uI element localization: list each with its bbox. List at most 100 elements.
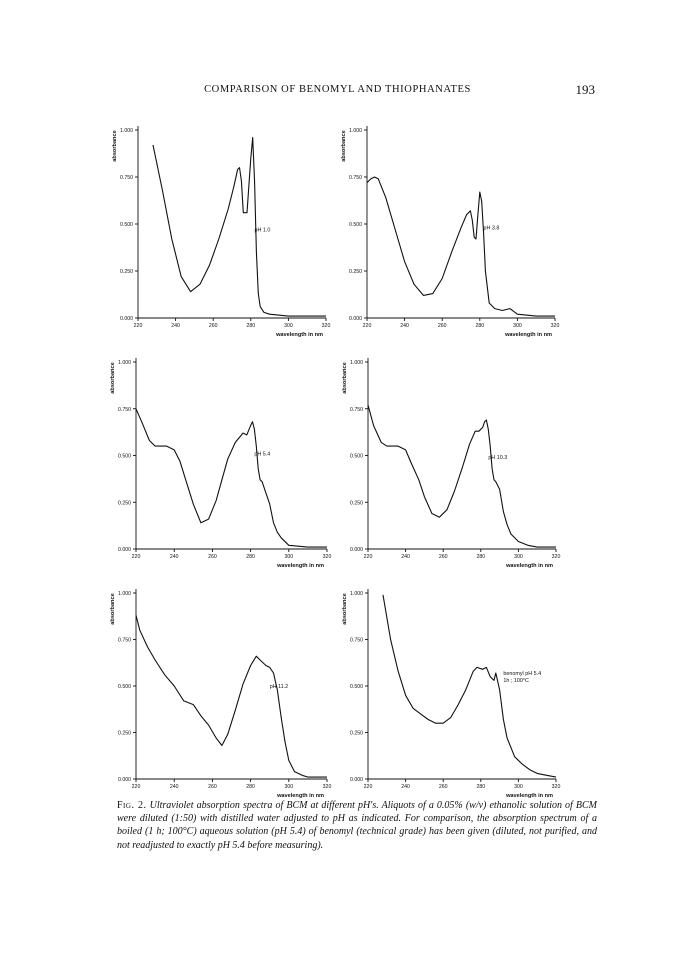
y-tick-label: 1.000 <box>120 128 133 134</box>
x-tick-label: 280 <box>476 554 485 560</box>
y-axis-title: absorbance <box>110 593 116 624</box>
x-tick-label: 240 <box>170 554 179 560</box>
spectrum-line <box>367 404 556 548</box>
curve-annotation: pH 5.4 <box>254 452 270 458</box>
x-axis-title: wavelength in nm <box>276 793 324 799</box>
y-tick-label: 0.250 <box>118 500 131 506</box>
y-tick-label: 0.500 <box>118 684 131 690</box>
chart-panel-bottom-right: 0.000 0.250 0.500 0.750 1.000 220 240 260 280 300… <box>342 589 560 799</box>
x-axis-title: wavelength in nm <box>276 563 324 569</box>
chart-panel-middle-right: 0.000 0.250 0.500 0.750 1.000 220 240 260 280 300… <box>342 358 560 569</box>
x-tick-label: 280 <box>476 784 485 790</box>
x-tick-label: 220 <box>134 323 143 329</box>
y-tick-label: 1.000 <box>350 591 363 597</box>
curve-annotation: pH 1.0 <box>255 228 271 234</box>
y-tick-label: 0.250 <box>350 731 363 737</box>
x-tick-label: 300 <box>284 323 293 329</box>
spectrum-line <box>366 176 555 317</box>
spectrum-line <box>382 594 557 778</box>
running-title: COMPARISON OF BENOMYL AND THIOPHANATES <box>204 84 471 95</box>
x-tick-label: 300 <box>514 554 523 560</box>
y-tick-label: 0.500 <box>120 222 133 228</box>
x-tick-label: 260 <box>439 554 448 560</box>
x-tick-label: 320 <box>551 323 560 329</box>
spectrum-line <box>135 615 327 778</box>
caption-label: Fig. 2. <box>117 800 147 811</box>
y-tick-label: 0.250 <box>350 500 363 506</box>
caption-text: Ultraviolet absorption spectra of BCM at… <box>117 800 597 851</box>
y-axis-title: absorbance <box>110 362 116 393</box>
y-tick-label: 0.750 <box>350 638 363 644</box>
y-tick-label: 0.000 <box>349 316 362 322</box>
x-tick-label: 320 <box>322 323 331 329</box>
x-tick-label: 320 <box>323 784 332 790</box>
x-tick-label: 220 <box>364 554 373 560</box>
y-tick-label: 0.250 <box>118 731 131 737</box>
x-tick-label: 320 <box>323 554 332 560</box>
curve-annotation: pH 3.8 <box>484 226 500 232</box>
page-number: 193 <box>575 82 596 97</box>
y-tick-label: 0.000 <box>350 777 363 783</box>
y-tick-label: 0.500 <box>349 222 362 228</box>
y-tick-label: 0.750 <box>120 175 133 181</box>
y-axis-title: absorbance <box>112 130 118 161</box>
chart-panel-bottom-left: 0.000 0.250 0.500 0.750 1.000 220 240 260 280 300… <box>110 589 331 799</box>
x-tick-label: 240 <box>401 784 410 790</box>
x-tick-label: 280 <box>475 323 484 329</box>
x-tick-label: 320 <box>552 784 561 790</box>
x-tick-label: 260 <box>208 554 217 560</box>
y-axis-title: absorbance <box>342 362 348 393</box>
x-tick-label: 240 <box>170 784 179 790</box>
x-axis-title: wavelength in nm <box>505 563 553 569</box>
x-tick-label: 220 <box>132 784 141 790</box>
y-tick-label: 1.000 <box>118 591 131 597</box>
x-tick-label: 280 <box>246 554 255 560</box>
x-tick-label: 260 <box>209 323 218 329</box>
x-tick-label: 320 <box>552 554 561 560</box>
x-axis-title: wavelength in nm <box>505 793 553 799</box>
y-tick-label: 0.500 <box>118 454 131 460</box>
curve-annotation: pH 10.3 <box>488 455 507 461</box>
y-tick-label: 1.000 <box>118 360 131 366</box>
x-axis-title: wavelength in nm <box>275 332 323 338</box>
spectrum-line <box>135 408 327 548</box>
y-tick-label: 0.750 <box>118 407 131 413</box>
x-tick-label: 300 <box>284 784 293 790</box>
x-tick-label: 220 <box>132 554 141 560</box>
spectrum-line <box>152 136 326 317</box>
y-tick-label: 0.250 <box>349 269 362 275</box>
figure-2-spectra: 0.000 0.250 0.500 0.750 1.000 220 240 260 280 300… <box>110 126 560 799</box>
y-tick-label: 0.000 <box>120 316 133 322</box>
x-tick-label: 260 <box>439 784 448 790</box>
y-tick-label: 1.000 <box>349 128 362 134</box>
y-axis-title: absorbance <box>341 130 347 161</box>
y-tick-label: 0.750 <box>118 638 131 644</box>
x-tick-label: 280 <box>246 323 255 329</box>
y-tick-label: 0.500 <box>350 454 363 460</box>
y-tick-label: 0.000 <box>118 547 131 553</box>
figure-caption: Fig. 2. Ultraviolet absorption spectra o… <box>117 799 597 852</box>
y-tick-label: 0.000 <box>118 777 131 783</box>
y-tick-label: 0.250 <box>120 269 133 275</box>
y-axis-title: absorbance <box>342 593 348 624</box>
x-tick-label: 300 <box>514 784 523 790</box>
x-tick-label: 240 <box>401 554 410 560</box>
chart-panel-middle-left: 0.000 0.250 0.500 0.750 1.000 220 240 260 280 300… <box>110 358 331 569</box>
y-tick-label: 0.000 <box>350 547 363 553</box>
y-tick-label: 0.750 <box>349 175 362 181</box>
x-axis-title: wavelength in nm <box>504 332 552 338</box>
curve-annotation: 1h ; 100°C <box>503 678 529 684</box>
chart-panel-top-right: 0.000 0.250 0.500 0.750 1.000 220 240 260 280 300… <box>341 126 559 338</box>
x-tick-label: 300 <box>513 323 522 329</box>
y-tick-label: 1.000 <box>350 360 363 366</box>
chart-panel-top-left: 0.000 0.250 0.500 0.750 1.000 220 240 260 280 300… <box>112 126 330 338</box>
curve-annotation: benomyl pH 5.4 <box>503 671 541 677</box>
x-tick-label: 240 <box>171 323 180 329</box>
x-tick-label: 220 <box>363 323 372 329</box>
y-tick-label: 0.750 <box>350 407 363 413</box>
curve-annotation: pH 11.2 <box>270 684 288 690</box>
y-tick-label: 0.500 <box>350 684 363 690</box>
x-tick-label: 220 <box>364 784 373 790</box>
x-tick-label: 260 <box>438 323 447 329</box>
x-tick-label: 300 <box>284 554 293 560</box>
